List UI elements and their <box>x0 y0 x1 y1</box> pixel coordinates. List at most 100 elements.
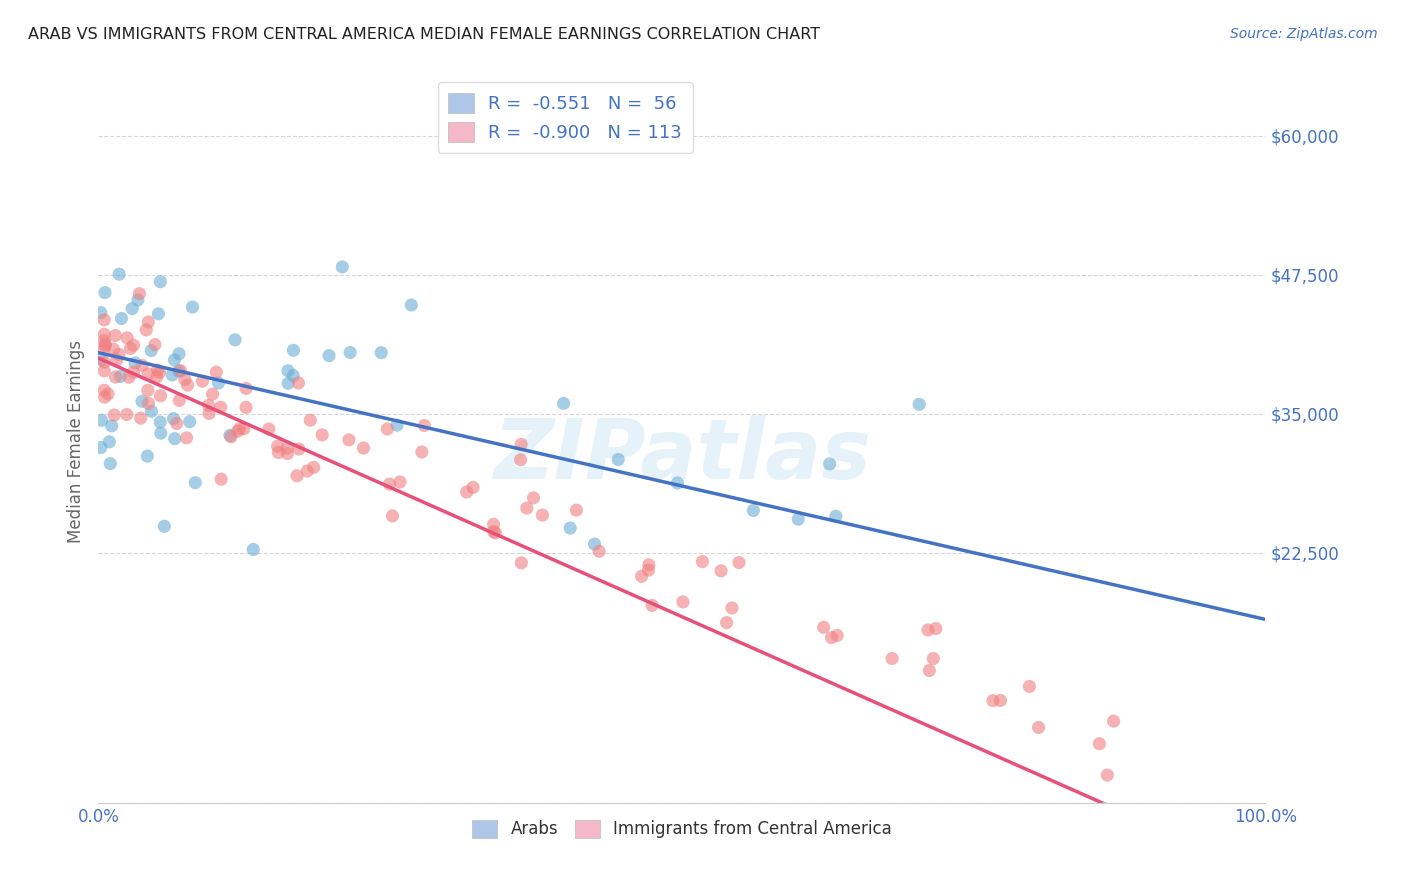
Point <box>482 524 505 539</box>
Point <box>135 323 157 337</box>
Point <box>138 367 160 381</box>
Point <box>197 398 219 412</box>
Point <box>166 417 188 431</box>
Point <box>110 369 132 384</box>
Point <box>131 394 153 409</box>
Point <box>1018 680 1040 694</box>
Point <box>167 347 190 361</box>
Point <box>413 418 436 433</box>
Point <box>637 558 659 572</box>
Point <box>318 349 340 363</box>
Point <box>149 389 172 403</box>
Point <box>138 396 160 410</box>
Point <box>377 422 399 436</box>
Point <box>141 404 163 418</box>
Point <box>820 631 842 645</box>
Point <box>277 364 299 378</box>
Point <box>115 408 138 422</box>
Point <box>381 508 404 523</box>
Point <box>146 363 169 377</box>
Point <box>710 564 733 578</box>
Point <box>184 475 207 490</box>
Point <box>787 512 810 526</box>
Point <box>90 441 112 455</box>
Point <box>209 472 232 486</box>
Point <box>484 526 506 541</box>
Point <box>482 517 505 532</box>
Point <box>127 293 149 307</box>
Point <box>560 521 582 535</box>
Point <box>93 355 115 369</box>
Point <box>510 556 533 570</box>
Point <box>908 397 931 411</box>
Point <box>209 401 232 415</box>
Point <box>104 370 127 384</box>
Point <box>145 370 167 384</box>
Point <box>173 372 195 386</box>
Point <box>385 418 408 433</box>
Point <box>120 342 142 356</box>
Point <box>235 381 257 395</box>
Point <box>411 445 433 459</box>
Point <box>93 364 115 378</box>
Point <box>553 396 575 410</box>
Point <box>110 311 132 326</box>
Point <box>176 378 198 392</box>
Point <box>818 457 841 471</box>
Point <box>531 508 554 522</box>
Text: ZIPatlas: ZIPatlas <box>494 416 870 497</box>
Point <box>103 342 125 356</box>
Point <box>721 601 744 615</box>
Point <box>198 407 221 421</box>
Point <box>176 431 198 445</box>
Point <box>136 315 159 329</box>
Point <box>205 365 228 379</box>
Point <box>287 376 309 390</box>
Point <box>207 376 229 390</box>
Point <box>163 432 186 446</box>
Point <box>917 623 939 637</box>
Point <box>169 364 191 378</box>
Point <box>285 468 308 483</box>
Point <box>131 359 153 373</box>
Point <box>118 370 141 384</box>
Point <box>1097 768 1119 782</box>
Point <box>104 328 127 343</box>
Point <box>94 285 117 300</box>
Point <box>115 331 138 345</box>
Point <box>90 352 112 367</box>
Point <box>228 422 250 436</box>
Point <box>339 345 361 359</box>
Point <box>337 433 360 447</box>
Point <box>153 519 176 533</box>
Point <box>226 424 249 438</box>
Point <box>302 460 325 475</box>
Point <box>288 442 311 456</box>
Point <box>94 337 117 351</box>
Point <box>825 628 848 642</box>
Point <box>94 339 117 353</box>
Point <box>918 664 941 678</box>
Point <box>90 306 112 320</box>
Point <box>295 464 318 478</box>
Point <box>672 595 695 609</box>
Point <box>742 503 765 517</box>
Point <box>93 327 115 342</box>
Point <box>565 503 588 517</box>
Point <box>641 599 664 613</box>
Point <box>169 393 191 408</box>
Point <box>108 347 131 361</box>
Point <box>235 401 257 415</box>
Point <box>128 286 150 301</box>
Point <box>276 446 298 460</box>
Point <box>141 343 163 358</box>
Point <box>1102 714 1125 728</box>
Y-axis label: Median Female Earnings: Median Female Earnings <box>66 340 84 543</box>
Point <box>353 441 375 455</box>
Point <box>588 544 610 558</box>
Point <box>522 491 544 505</box>
Point <box>148 307 170 321</box>
Text: ARAB VS IMMIGRANTS FROM CENTRAL AMERICA MEDIAN FEMALE EARNINGS CORRELATION CHART: ARAB VS IMMIGRANTS FROM CENTRAL AMERICA … <box>28 27 820 42</box>
Point <box>93 341 115 355</box>
Point <box>824 509 846 524</box>
